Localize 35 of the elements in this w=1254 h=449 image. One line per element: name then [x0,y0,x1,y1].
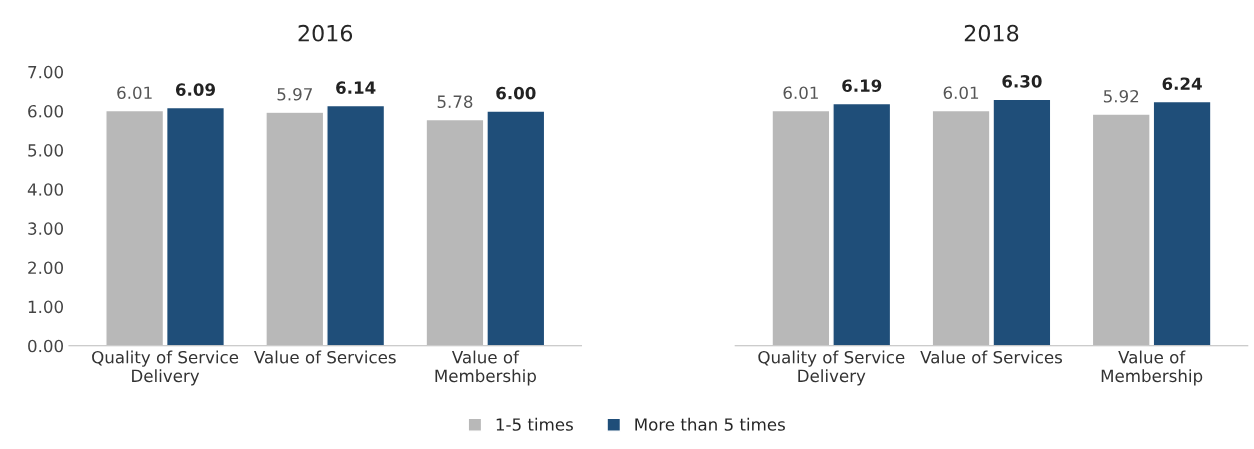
y-tick-label: 4.00 [27,183,63,196]
y-tick-label: 7.00 [28,65,63,79]
y-tick-label: 3.00 [28,222,63,235]
data-label: 5.78 [437,95,473,109]
y-tick-label: 6.00 [28,104,63,118]
bar [165,106,226,346]
data-label: 6.09 [175,83,215,96]
x-tick-label: Value of Membership [435,350,536,386]
y-tick-label: 2.00 [28,261,63,275]
bar [326,104,386,346]
data-label: 6.01 [783,86,818,100]
bar [1152,100,1212,346]
x-tick-label: Value of Services [920,350,1063,364]
data-label: 6.01 [943,86,979,100]
bar [486,110,546,346]
data-label: 5.92 [1103,89,1139,103]
legend-label: More than 5 times [635,417,785,431]
data-label: 6.19 [842,79,882,92]
x-tick-label: Value of Membership [1101,350,1203,386]
bar [832,102,892,346]
data-label: 6.00 [496,86,536,100]
legend-label: 1-5 times [496,417,573,431]
data-label: 6.14 [336,81,376,94]
data-label: 6.24 [1162,77,1202,91]
chart-title: 2018 [964,24,1019,42]
data-label: 5.97 [277,87,312,101]
x-tick-label: Quality of Service Delivery [92,350,239,386]
x-tick-label: Quality of Service Delivery [758,350,905,386]
chart-title: 2016 [298,24,353,42]
y-tick-label: 0.00 [28,339,63,353]
y-tick-label: 5.00 [28,144,63,157]
y-tick-label: 1.00 [28,300,63,314]
x-tick-label: Value of Services [254,350,396,364]
data-label: 6.01 [117,86,152,100]
data-label: 6.30 [1002,75,1042,88]
